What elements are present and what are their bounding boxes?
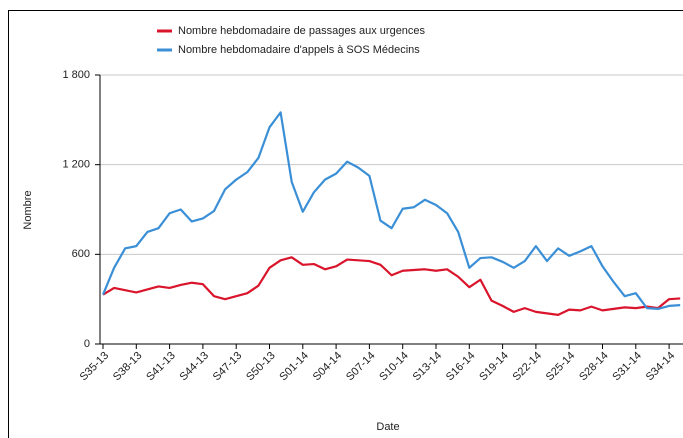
x-tick-label: S35-13 <box>78 350 112 384</box>
y-tick-label: 1 200 <box>62 159 90 171</box>
y-tick-label: 0 <box>84 338 90 350</box>
legend-label: Nombre hebdomadaire d'appels à SOS Médec… <box>178 44 420 56</box>
x-tick-label: S07-14 <box>344 350 378 384</box>
x-tick-label: S10-14 <box>377 350 411 384</box>
chart-frame <box>8 10 683 438</box>
legend-label: Nombre hebdomadaire de passages aux urge… <box>178 25 426 37</box>
x-tick-label: S19-14 <box>477 350 511 384</box>
x-tick-label: S25-14 <box>544 350 578 384</box>
x-tick-label: S47-13 <box>211 350 245 384</box>
x-tick-label: S50-13 <box>244 350 278 384</box>
x-tick-label: S01-14 <box>277 350 311 384</box>
x-tick-label: S16-14 <box>444 350 478 384</box>
y-tick-label: 600 <box>72 248 90 260</box>
x-tick-label: S41-13 <box>144 350 178 384</box>
y-tick-label: 1 800 <box>62 69 90 81</box>
series-line <box>102 256 681 316</box>
x-tick-label: S44-13 <box>177 350 211 384</box>
x-tick-label: S13-14 <box>411 350 445 384</box>
x-tick-label: S22-14 <box>510 350 544 384</box>
x-axis-title: Date <box>376 421 399 433</box>
x-tick-label: S38-13 <box>111 350 145 384</box>
x-tick-label: S34-14 <box>644 350 678 384</box>
x-tick-label: S31-14 <box>610 350 644 384</box>
x-tick-label: S04-14 <box>311 350 345 384</box>
y-axis-title: Nombre <box>22 190 34 229</box>
series-line <box>101 111 681 310</box>
x-tick-label: S28-14 <box>577 350 611 384</box>
